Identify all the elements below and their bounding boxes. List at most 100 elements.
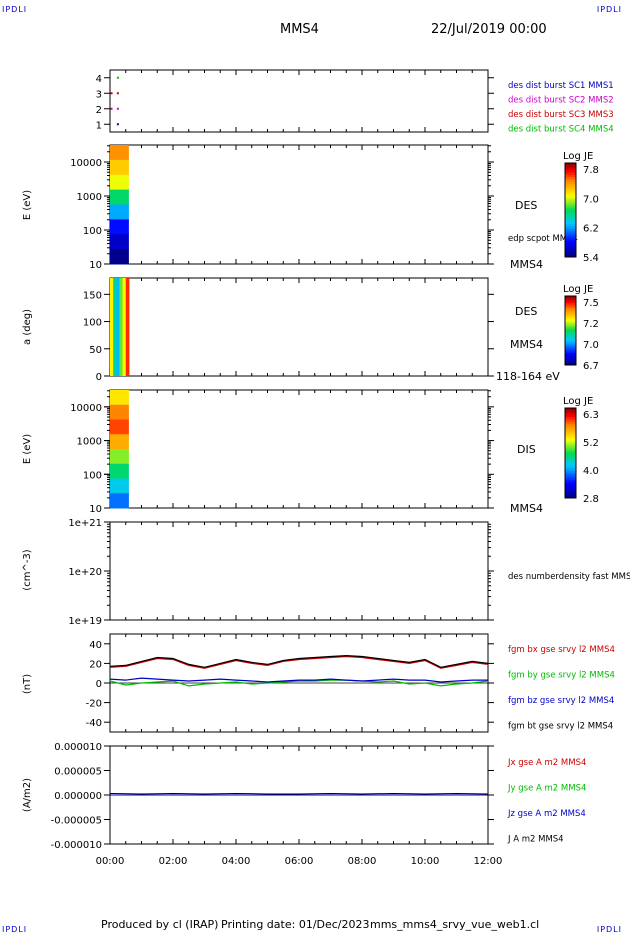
des-pitch-colorbar-cell xyxy=(565,313,576,316)
dis-energy-colorbar-cell xyxy=(565,432,576,436)
des-energy-colorbar-title: Log JE xyxy=(563,151,593,162)
dis-energy-colorbar-cell xyxy=(565,426,576,429)
des-pitch-cell xyxy=(116,278,120,376)
dis-energy-colorbar-cell xyxy=(565,475,576,479)
dis-energy-colorbar-cell xyxy=(565,421,576,425)
dis-energy-cell xyxy=(110,434,129,450)
des-energy-colorbar-cell xyxy=(565,186,576,190)
des-energy-colorbar-cell xyxy=(565,167,576,171)
dis-energy-colorbar-cell xyxy=(565,455,576,458)
time-axis-label: 04:00 xyxy=(222,856,251,867)
des-pitch-colorbar-cell xyxy=(565,323,576,326)
des-energy-colorbar-tick: 6.2 xyxy=(583,224,599,235)
dis-energy-ytick-label: 10 xyxy=(89,504,102,515)
dis-energy-colorbar-cell xyxy=(565,448,576,452)
des-energy-colorbar-cell xyxy=(565,247,576,251)
des-pitch-colorbar-cell xyxy=(565,325,576,328)
des-energy-colorbar-tick: 7.8 xyxy=(583,165,599,176)
corner-label-top-right: IPDLI xyxy=(596,5,622,14)
density-frame xyxy=(109,521,489,621)
des-energy-colorbar-cell xyxy=(565,210,576,213)
fgm-ytick-label: 20 xyxy=(89,659,102,670)
dis-energy-cell xyxy=(110,493,129,509)
dis-energy-colorbar-cell xyxy=(565,428,576,431)
dis-energy-colorbar-cell xyxy=(565,471,576,474)
des-pitch-colorbar-title: Log JE xyxy=(563,284,593,295)
des-pitch-colorbar-cell xyxy=(565,332,576,335)
burst-point xyxy=(116,107,119,110)
date-title: 22/Jul/2019 00:00 xyxy=(431,22,547,37)
des-energy-cell xyxy=(110,234,129,250)
des-energy-colorbar-cell xyxy=(565,184,576,187)
burst-point xyxy=(110,107,113,110)
des-pitch-ytick-label: 0 xyxy=(96,372,102,383)
current-ytick-label: 0.000010 xyxy=(54,742,102,753)
fgm-ytick-label: 0 xyxy=(96,679,102,690)
des-pitch-cell xyxy=(113,278,117,376)
des-energy-colorbar-cell xyxy=(565,177,576,180)
burst-legend-entry: des dist burst SC2 MMS2 xyxy=(508,96,614,106)
current-series-line xyxy=(109,792,489,795)
des-pitch-colorbar-cell xyxy=(565,346,576,349)
burst-point xyxy=(116,92,119,95)
des-pitch-colorbar-cell xyxy=(565,328,576,331)
fgm-legend-entry: fgm by gse srvy l2 MMS4 xyxy=(508,671,615,681)
burst-point xyxy=(110,92,113,95)
fgm-legend-entry: fgm bt gse srvy l2 MMS4 xyxy=(508,722,613,732)
des-pitch-ytick-label: 150 xyxy=(83,290,102,301)
dis-energy-colorbar-cell xyxy=(565,423,576,427)
des-pitch-colorbar-cell xyxy=(565,356,576,359)
dis-energy-colorbar-cell xyxy=(565,430,576,434)
des-energy-cell xyxy=(110,159,129,176)
dis-energy-colorbar-cell xyxy=(565,466,576,470)
des-pitch-colorbar-tick: 7.0 xyxy=(583,340,599,351)
density-ylabel: (cm^-3) xyxy=(22,549,33,590)
des-energy-colorbar-cell xyxy=(565,240,576,244)
des-energy-ytick-label: 10000 xyxy=(70,158,102,169)
des-energy-colorbar-tick: 7.0 xyxy=(583,194,599,205)
dis-energy-colorbar-cell xyxy=(565,419,576,422)
current-ytick-label: -0.000010 xyxy=(51,840,102,851)
des-energy-colorbar-cell xyxy=(565,235,576,239)
dis-energy-colorbar-tick: 5.2 xyxy=(583,438,599,449)
des-pitch-colorbar-cell xyxy=(565,318,576,321)
time-axis-label: 12:00 xyxy=(474,856,503,867)
des-pitch-bottom-label: 118-164 eV xyxy=(496,370,560,383)
density-ytick-label: 1e+21 xyxy=(68,518,102,529)
des-pitch-cell xyxy=(125,278,130,376)
dis-energy-colorbar-cell xyxy=(565,417,576,420)
des-pitch-colorbar-cell xyxy=(565,351,576,354)
des-pitch-colorbar-cell xyxy=(565,311,576,314)
des-energy-cell xyxy=(110,145,129,161)
des-energy-colorbar-frame xyxy=(564,162,577,258)
des-pitch-colorbar-cell xyxy=(565,354,576,357)
des-energy-colorbar-cell xyxy=(565,238,576,242)
des-pitch-colorbar-cell xyxy=(565,296,576,299)
des-energy-colorbar-cell xyxy=(565,226,576,230)
fgm-series-line xyxy=(109,654,489,668)
des-energy-ytick-label: 1000 xyxy=(77,192,102,203)
dis-energy-colorbar-frame xyxy=(564,407,577,499)
dis-energy-colorbar-title: Log JE xyxy=(563,396,593,407)
dis-energy-colorbar-cell xyxy=(565,473,576,476)
fgm-ytick-label: -40 xyxy=(86,718,102,729)
dis-energy-cell xyxy=(110,449,129,465)
current-ytick-label: 0.000000 xyxy=(54,791,102,802)
des-energy-colorbar-cell xyxy=(565,228,576,232)
time-axis-label: 00:00 xyxy=(96,856,125,867)
dis-energy-colorbar-cell xyxy=(565,484,576,488)
des-pitch-ytick-label: 100 xyxy=(83,318,102,329)
des-energy-colorbar-cell xyxy=(565,170,576,173)
dis-energy-cell xyxy=(110,390,129,406)
des-energy-colorbar-cell xyxy=(565,233,576,237)
des-pitch-colorbar-cell xyxy=(565,344,576,347)
des-pitch-colorbar-cell xyxy=(565,320,576,323)
dis-energy-cell xyxy=(110,404,129,420)
dis-energy-colorbar-tick: 4.0 xyxy=(583,466,599,477)
corner-label-bottom-left: IPDLI xyxy=(2,925,28,934)
des-energy-colorbar-tick: 5.4 xyxy=(583,253,599,264)
des-energy-colorbar-cell xyxy=(565,174,576,178)
dis-energy-colorbar-cell xyxy=(565,495,576,499)
dis-energy-colorbar-tick: 2.8 xyxy=(583,494,599,505)
des-pitch-frame xyxy=(109,277,489,377)
